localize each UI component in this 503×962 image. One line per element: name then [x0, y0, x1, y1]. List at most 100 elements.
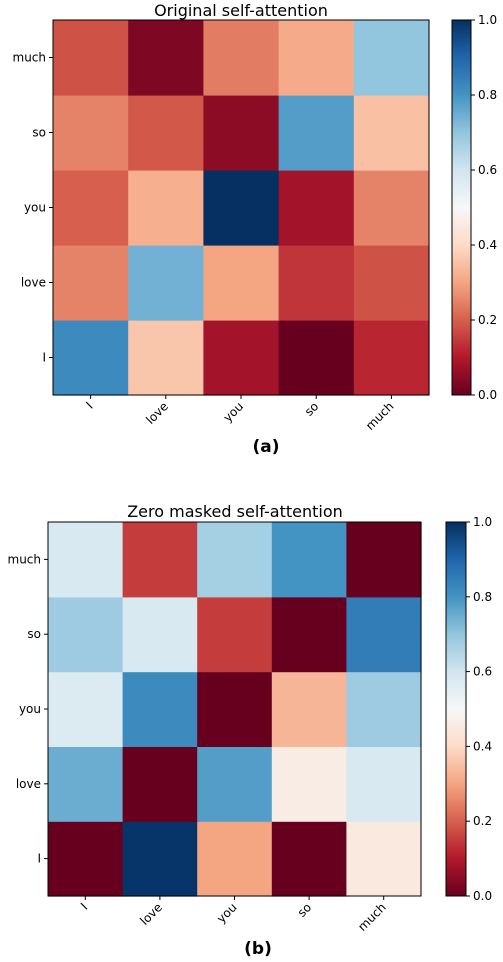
colorbar-tick-label: 0.6 — [473, 665, 492, 679]
heatmap-cell — [353, 320, 430, 396]
colorbar-b: 0.0 0.2 0.4 0.6 0.8 1.0 — [445, 515, 492, 903]
heatmap-cell — [128, 170, 204, 246]
colorbar-tick-label: 0.0 — [478, 388, 497, 402]
colorbar-tick-label: 0.2 — [478, 313, 497, 327]
heatmap-cell — [128, 95, 204, 171]
heatmap-cell — [203, 95, 280, 171]
heatmap-cell — [346, 596, 422, 673]
y-tick-label: you — [24, 201, 46, 215]
colorbar-tick-label: 0.6 — [478, 163, 497, 177]
heatmap-cell — [128, 245, 204, 321]
heatmap-cell — [53, 320, 129, 396]
colorbar-ticks-a: 0.0 0.2 0.4 0.6 0.8 1.0 — [471, 13, 497, 402]
heatmap-cell — [353, 170, 430, 246]
heatmap-cell — [128, 20, 204, 96]
x-tick-label: you — [221, 399, 247, 425]
colorbar-gradient-a — [451, 19, 472, 396]
heatmap-cell — [122, 522, 198, 598]
y-tick-label: so — [32, 126, 46, 140]
heatmap-cell — [48, 596, 124, 673]
heatmap-cells-b — [48, 522, 422, 897]
y-tick-label: I — [42, 351, 46, 365]
heatmap-cell — [346, 746, 422, 822]
chart-title-a: Original self-attention — [154, 1, 328, 20]
colorbar-gradient-b — [445, 521, 467, 897]
heatmap-cell — [48, 671, 124, 747]
x-tick-label: much — [355, 900, 389, 934]
y-tick-label: much — [13, 51, 47, 65]
heatmap-cell — [53, 170, 129, 246]
heatmap-cell — [278, 95, 355, 171]
heatmap-cell — [122, 596, 198, 673]
heatmap-cell — [53, 20, 129, 96]
heatmap-cell — [346, 522, 422, 598]
colorbar-tick-label: 0.2 — [473, 814, 492, 828]
heatmap-cell — [278, 245, 355, 321]
heatmap-cell — [197, 596, 273, 673]
colorbar-a: 0.0 0.2 0.4 0.6 0.8 1.0 — [451, 13, 497, 402]
heatmap-cell — [271, 522, 347, 598]
heatmap-cell — [271, 671, 347, 747]
panel-caption-b: (b) — [244, 939, 272, 959]
x-tick-label: love — [143, 399, 171, 427]
colorbar-tick-label: 1.0 — [478, 13, 497, 27]
heatmap-cell — [353, 20, 430, 96]
y-tick-label: love — [16, 777, 41, 791]
x-tick-label: I — [78, 900, 90, 912]
heatmap-cell — [48, 746, 124, 822]
heatmap-cells-a — [53, 20, 430, 396]
heatmap-cell — [53, 245, 129, 321]
y-tick-label: you — [19, 702, 41, 716]
heatmap-cell — [271, 821, 347, 897]
heatmap-cell — [346, 671, 422, 747]
heatmap-cell — [346, 821, 422, 897]
heatmap-cell — [197, 522, 273, 598]
heatmap-cell — [278, 320, 355, 396]
heatmap-cell — [353, 245, 430, 321]
heatmap-cell — [197, 746, 273, 822]
heatmap-cell — [203, 20, 280, 96]
panel-caption-a: (a) — [252, 437, 279, 457]
x-tick-label: so — [295, 900, 315, 920]
heatmap-cell — [53, 95, 129, 171]
y-tick-label: much — [8, 552, 42, 566]
heatmap-cell — [203, 320, 280, 396]
y-tick-label: love — [21, 276, 46, 290]
heatmap-cell — [197, 821, 273, 897]
heatmap-cell — [271, 596, 347, 673]
x-tick-label: I — [83, 399, 95, 411]
heatmap-cell — [48, 821, 124, 897]
y-tick-label: I — [37, 852, 41, 866]
colorbar-tick-label: 0.4 — [473, 739, 492, 753]
heatmap-cell — [353, 95, 430, 171]
heatmap-cell — [197, 671, 273, 747]
y-tick-label: so — [27, 627, 41, 641]
heatmap-cell — [122, 671, 198, 747]
colorbar-tick-label: 0.4 — [478, 238, 497, 252]
heatmap-cell — [128, 320, 204, 396]
colorbar-ticks-b: 0.0 0.2 0.4 0.6 0.8 1.0 — [466, 515, 492, 903]
heatmap-cell — [48, 522, 124, 598]
heatmap-cell — [203, 245, 280, 321]
colorbar-tick-label: 0.0 — [473, 889, 492, 903]
colorbar-tick-label: 0.8 — [473, 590, 492, 604]
heatmap-cell — [278, 20, 355, 96]
heatmap-cell — [122, 821, 198, 897]
heatmap-cell — [203, 170, 280, 246]
colorbar-tick-label: 0.8 — [478, 88, 497, 102]
colorbar-tick-label: 1.0 — [473, 515, 492, 529]
x-tick-label: love — [137, 900, 165, 928]
heatmap-cell — [271, 746, 347, 822]
x-tick-label: much — [363, 399, 397, 433]
chart-title-b: Zero masked self-attention — [127, 502, 343, 521]
x-tick-label: so — [302, 399, 322, 419]
heatmap-cell — [122, 746, 198, 822]
x-tick-label: you — [214, 900, 240, 926]
